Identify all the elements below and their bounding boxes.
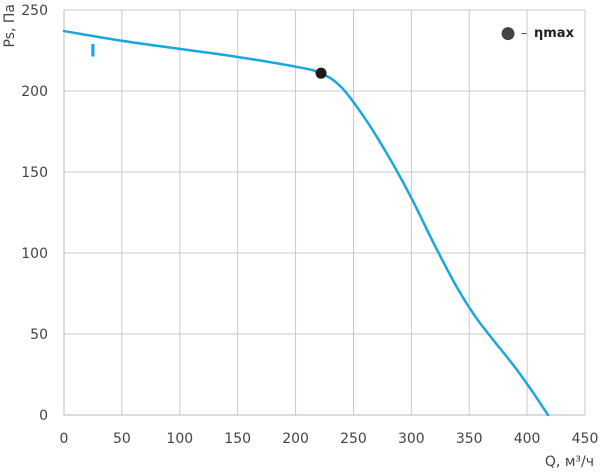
x-tick-label: 400 [514,431,541,447]
eta-max-marker [315,67,327,79]
y-tick-label: 250 [21,3,48,19]
marker-layer [315,67,327,79]
x-tick-label: 300 [398,431,425,447]
x-tick-label: 200 [282,431,309,447]
x-tick-label: 450 [572,431,599,447]
axes [63,10,585,416]
y-tick-label: 100 [21,246,48,262]
x-tick-label: 50 [113,431,131,447]
x-tick-label: 100 [166,431,193,447]
x-axis-title: Q, м³/ч [545,454,594,470]
y-tick-label: 150 [21,165,48,181]
x-tick-labels: 0 50 100 150 200 250 300 350 400 450 [60,431,599,447]
y-tick-label: 200 [21,84,48,100]
x-tick-label: 150 [224,431,251,447]
y-tick-label: 0 [39,408,48,424]
x-tick-label: 0 [60,431,69,447]
legend: ● – ηmax [501,23,575,43]
x-tick-label: 250 [340,431,367,447]
grid [64,9,586,415]
x-tick-label: 350 [456,431,483,447]
y-tick-label: 50 [30,327,48,343]
series-label: I [90,42,96,62]
legend-dash: – [521,26,528,41]
series-line [62,29,550,417]
legend-marker-symbol: ● [501,23,516,43]
legend-label: ηmax [534,26,575,41]
y-axis-title: Ps, Па [2,4,18,48]
series-layer: I [62,29,550,417]
y-tick-labels: 0 50 100 150 200 250 [21,3,48,424]
